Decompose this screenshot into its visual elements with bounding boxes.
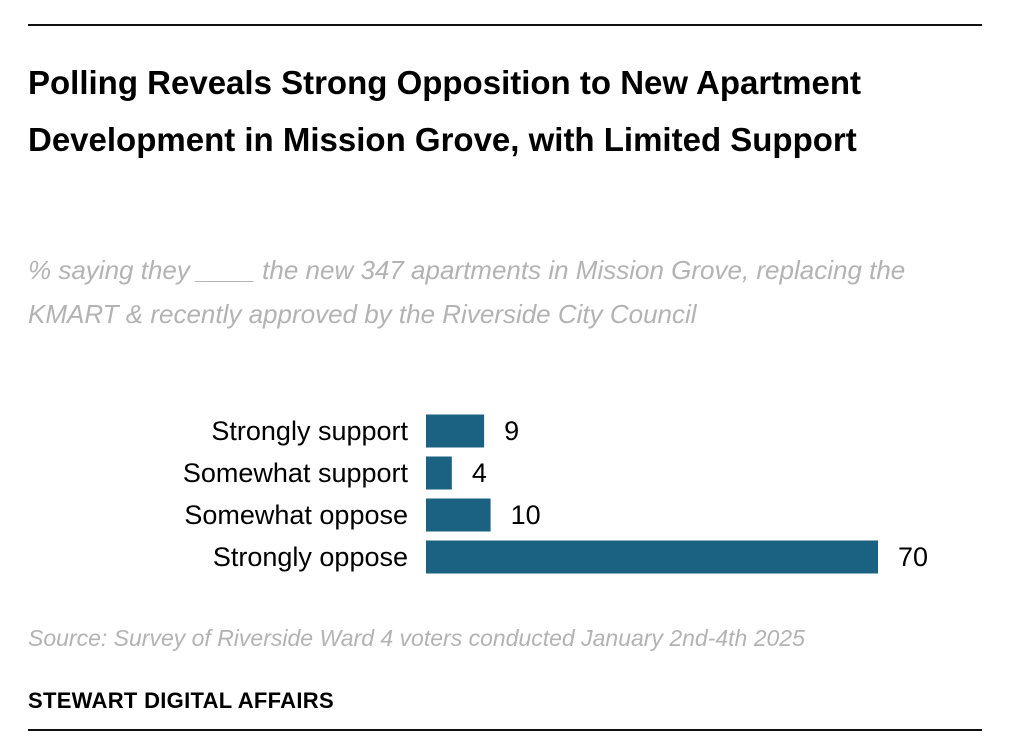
bottom-rule: [28, 729, 982, 731]
brand-name: STEWART DIGITAL AFFAIRS: [28, 688, 334, 713]
top-rule: [28, 24, 982, 26]
chart-title: Polling Reveals Strong Opposition to New…: [28, 64, 862, 158]
bar: [426, 540, 878, 574]
value-label: 70: [898, 542, 928, 572]
category-label: Strongly oppose: [213, 542, 408, 572]
bar: [426, 414, 485, 448]
bar-chart: Strongly support 9 Somewhat support 4 Somewh…: [183, 414, 928, 574]
value-label: 9: [504, 416, 519, 446]
chart-subtitle: % saying they ____ the new 347 apartment…: [28, 255, 906, 329]
category-label: Somewhat support: [183, 458, 409, 488]
category-label: Strongly support: [211, 416, 408, 446]
bar: [426, 498, 491, 532]
value-label: 4: [472, 458, 487, 488]
source-note: Source: Survey of Riverside Ward 4 voter…: [28, 625, 805, 651]
bar: [426, 456, 452, 490]
category-label: Somewhat oppose: [184, 500, 408, 530]
value-label: 10: [511, 500, 541, 530]
